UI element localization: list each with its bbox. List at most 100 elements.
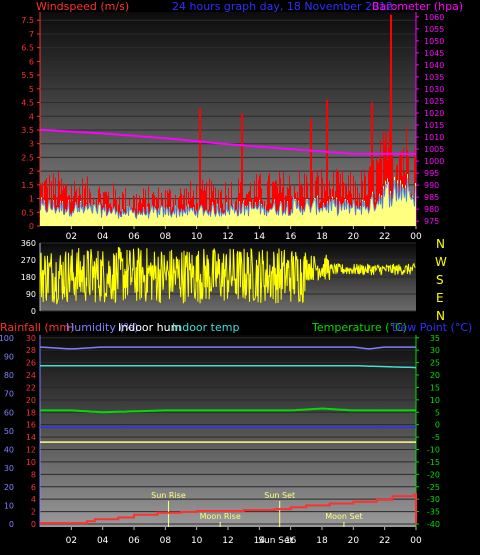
wind-tick-label: 0.5 [21, 208, 34, 217]
barometer-tick-label: 1015 [424, 121, 444, 130]
rain-tick-label: 70 [4, 390, 14, 399]
barometer-tick-label: 975 [424, 217, 439, 226]
climate-chart: 0102030405060708090100024681012141618202… [0, 334, 440, 546]
wind-average-line [40, 177, 416, 220]
event-label: Moon Set [325, 512, 362, 521]
temperature-tick-label: 35 [430, 334, 440, 343]
rainfall-line [40, 493, 417, 525]
wind-tick-label: 4.5 [21, 99, 34, 108]
climate-x-tick-label: 08 [160, 536, 172, 546]
temperature-tick-label: 0 [435, 421, 440, 430]
barometer-axis-title: Barometer (hpa) [372, 0, 463, 13]
rain-tick-label: 10 [4, 501, 14, 510]
temperature-tick-label: 5 [435, 408, 440, 417]
rain-tick-label: 80 [4, 371, 14, 380]
barometer-tick-label: 990 [424, 181, 439, 190]
temperature-axis-title: Temperature (°C) [311, 321, 407, 334]
wind-tick-label: 0 [29, 222, 34, 231]
climate-x-tick-label: 16 [285, 536, 297, 546]
rain-tick-label: 30 [4, 464, 14, 473]
wind-x-tick-label: 06 [128, 232, 140, 242]
dew-point-axis-title: Dew Point (°C) [392, 321, 472, 334]
barometer-tick-label: 1045 [424, 49, 444, 58]
rain-tick-label: 100 [0, 334, 14, 343]
rain-tick-label: 20 [4, 483, 14, 492]
humidity-scale-tick-label: 14 [26, 433, 36, 442]
wind-tick-label: 5.5 [21, 71, 34, 80]
barometer-tick-label: 1030 [424, 85, 444, 94]
humidity-scale-tick-label: 6 [31, 483, 36, 492]
compass-n-bottom: N [436, 309, 445, 323]
indoor-temp-line [40, 364, 417, 369]
wind-tick-label: 2.5 [21, 153, 34, 162]
barometer-tick-label: 1055 [424, 25, 444, 34]
climate-x-tick-label: 06 [128, 536, 140, 546]
climate-x-tick-label: 12 [222, 536, 233, 546]
wind-tick-label: 4 [29, 112, 34, 121]
event-label: Moon Rise [200, 512, 241, 521]
climate-x-tick-label: 02 [66, 536, 77, 546]
rain-tick-label: 50 [4, 427, 14, 436]
humidity-line [39, 346, 416, 350]
temperature-tick-label: 25 [430, 359, 440, 368]
climate-x-tick-label: 18 [316, 536, 328, 546]
compass-w: W [435, 255, 447, 269]
humidity-scale-tick-label: 28 [26, 346, 36, 355]
rain-tick-label: 60 [4, 408, 14, 417]
barometer-tick-label: 1000 [424, 157, 444, 166]
wind-x-tick-label: 18 [316, 232, 328, 242]
temperature-tick-label: 30 [430, 346, 440, 355]
temperature-tick-label: -20 [427, 470, 440, 479]
wind-x-tick-label: 08 [160, 232, 172, 242]
wind-tick-label: 1 [29, 195, 34, 204]
temperature-tick-label: 20 [430, 371, 440, 380]
wind-x-tick-label: 20 [348, 232, 360, 242]
direction-trace [39, 246, 416, 305]
direction-tick-label: 360 [21, 239, 36, 248]
wind-tick-label: 7 [29, 30, 34, 39]
temperature-tick-label: 10 [430, 396, 440, 405]
compass-s: S [436, 273, 444, 287]
wind-x-tick-label: 22 [379, 232, 390, 242]
humidity-scale-tick-label: 12 [26, 446, 36, 455]
barometer-tick-label: 1050 [424, 37, 444, 46]
wind-tick-label: 5 [29, 85, 34, 94]
wind-tick-label: 6 [29, 57, 34, 66]
indoor-hum-axis-title: Indoor hum [118, 321, 181, 334]
humidity-scale-tick-label: 20 [26, 396, 36, 405]
temperature-line [40, 407, 416, 414]
rain-tick-label: 40 [4, 446, 14, 455]
climate-x-tick-label: 00 [410, 536, 422, 546]
windspeed-axis-title: Windspeed (m/s) [36, 0, 129, 13]
wind-tick-label: 3.5 [21, 126, 34, 135]
wind-x-tick-label: 12 [222, 232, 233, 242]
barometer-tick-label: 1020 [424, 109, 444, 118]
barometer-tick-label: 985 [424, 193, 439, 202]
temperature-tick-label: -40 [427, 520, 440, 529]
indoor-temp-axis-title: Indoor temp [172, 321, 239, 334]
barometer-tick-label: 1010 [424, 133, 444, 142]
rain-tick-label: 90 [4, 352, 14, 361]
wind-x-tick-label: 00 [410, 232, 422, 242]
wind-x-tick-label: 14 [254, 232, 266, 242]
compass-labels: N W S E N [435, 237, 447, 323]
event-label: Sun Rise [151, 491, 186, 500]
rainfall-axis-title: Rainfall (mm) [0, 321, 74, 334]
climate-x-tick-label: 20 [348, 536, 360, 546]
climate-x-tick-label: 10 [191, 536, 203, 546]
barometer-tick-label: 995 [424, 169, 439, 178]
humidity-scale-tick-label: 16 [26, 421, 36, 430]
temperature-tick-label: -25 [427, 483, 440, 492]
direction-tick-label: 180 [21, 273, 36, 282]
wind-barometer-chart: 0 0.5 1 1.5 2 2.5 3 3.5 4 4.5 5 5.5 6 6.5 7 7.5 975 980 98… [21, 12, 444, 242]
compass-e: E [436, 291, 444, 305]
wind-tick-label: 7.5 [21, 16, 34, 25]
humidity-scale-tick-label: 0 [31, 520, 36, 529]
temperature-tick-label: 15 [430, 383, 440, 392]
humidity-scale-tick-label: 10 [26, 458, 36, 467]
temperature-tick-label: -5 [432, 433, 440, 442]
climate-panel-background [40, 335, 416, 527]
humidity-scale-tick-label: 18 [26, 408, 36, 417]
humidity-scale-tick-label: 2 [31, 508, 36, 517]
